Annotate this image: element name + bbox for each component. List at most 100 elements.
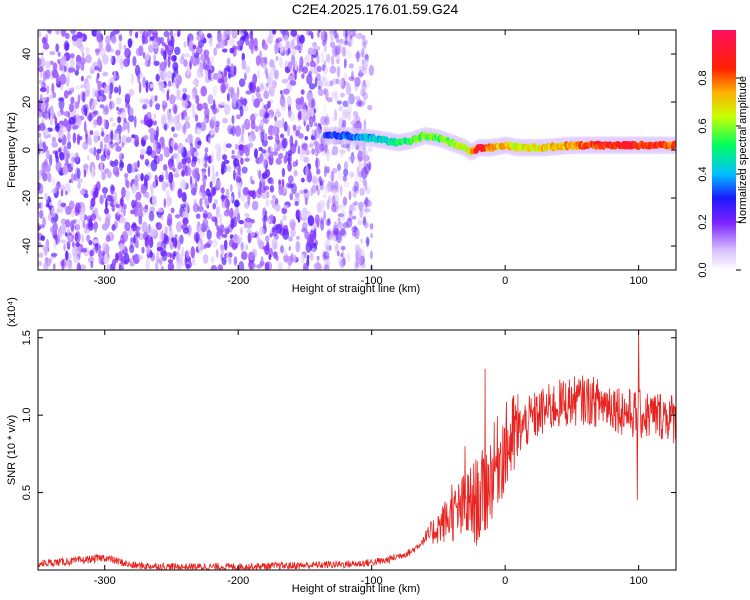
spectrogram-noise-cell: [124, 172, 129, 178]
spectrogram-noise-cell: [311, 184, 317, 194]
spectrogram-noise-cell: [132, 255, 135, 261]
spectrogram-noise-cell: [211, 173, 216, 184]
spectrogram-noise-cell: [182, 88, 188, 93]
spectrogram-noise-cell: [159, 174, 164, 181]
spectrogram-noise-cell: [362, 91, 368, 101]
spectrogram-noise-cell: [324, 239, 331, 250]
spectrogram-noise-cell: [168, 162, 175, 170]
spectrogram-noise-cell: [210, 256, 215, 264]
colorbar-ticks: 0.0 0.2 0.4 0.6 0.8: [697, 70, 741, 278]
spectrogram-noise-cell: [211, 239, 219, 248]
spectrogram-noise-cell: [72, 132, 77, 144]
spectrogram-noise-cell: [273, 142, 278, 149]
spectrogram-noise-cell: [345, 48, 353, 61]
spectrogram-noise-cell: [110, 130, 114, 141]
spectrogram-noise-cell: [74, 69, 79, 76]
x-tick-label: 0: [502, 575, 508, 587]
spectrogram-noise-cell: [250, 232, 256, 237]
spectrogram-noise-cell: [254, 125, 259, 133]
spectrogram-noise-cell: [243, 72, 247, 81]
spectrogram-noise-cell: [339, 38, 346, 43]
spectrogram-noise-cell: [211, 164, 215, 176]
spectrogram-noise-cell: [89, 130, 94, 136]
spectrogram-noise-cell: [181, 192, 187, 203]
spectrogram-noise-cell: [55, 184, 61, 191]
spectrogram-noise-cell: [193, 151, 200, 158]
spectrogram-noise-cell: [287, 161, 292, 172]
spectrogram-noise-cell: [234, 143, 239, 150]
spectrogram-noise-cell: [89, 249, 94, 257]
spectrogram-noise-cell: [281, 137, 288, 149]
spectrogram-noise-cell: [83, 193, 89, 198]
spectrogram-noise-cell: [326, 230, 332, 235]
spectrogram-noise-cell: [244, 65, 251, 74]
spectrogram-noise-cell: [220, 244, 225, 251]
spectrogram-noise-cell: [328, 232, 334, 242]
spectrogram-noise-cell: [50, 252, 58, 257]
spectrogram-noise-cell: [123, 44, 127, 50]
spectrogram-noise-cell: [111, 35, 117, 44]
spectrogram-noise-cell: [70, 96, 75, 105]
spectrogram-noise-cell: [46, 84, 50, 95]
spectrogram-noise-cell: [113, 142, 120, 147]
spectrogram-noise-cell: [338, 117, 345, 130]
spectrogram-noise-cell: [343, 72, 348, 80]
spectrogram-noise-cell: [140, 185, 147, 194]
spectrogram-noise-cell: [272, 251, 278, 256]
colorbar-tick-label: 0.8: [697, 70, 709, 85]
spectrogram-noise-cell: [149, 131, 155, 144]
spectrogram-noise-cell: [171, 237, 175, 243]
spectrogram-noise-cell: [244, 213, 250, 218]
spectrogram-noise-cell: [186, 64, 191, 77]
spectrogram-noise-cell: [49, 51, 56, 56]
spectrogram-noise-cell: [68, 116, 76, 125]
spectrogram-noise-cell: [163, 30, 170, 38]
spectrogram-noise-cell: [278, 186, 284, 196]
spectrogram-noise-cell: [348, 190, 352, 201]
spectrogram-noise-cell: [334, 45, 341, 56]
spectrogram-noise-cell: [333, 181, 340, 192]
spectrogram-noise-cell: [187, 134, 193, 140]
spectrogram-noise-cell: [351, 144, 355, 150]
spectrogram-noise-cell: [119, 198, 123, 205]
spectrogram-noise-cell: [45, 149, 50, 160]
spectrogram-noise-cell: [51, 207, 56, 218]
spectrogram-noise-cell: [92, 239, 99, 244]
spectrogram-noise-cell: [235, 176, 242, 183]
spectrogram-noise-cell: [92, 190, 97, 201]
spectrogram-noise-cell: [129, 107, 134, 116]
spectrogram-noise-cell: [77, 181, 81, 189]
spectrogram-noise-cell: [294, 70, 297, 81]
spectrogram-noise-cell: [307, 172, 313, 183]
spectrogram-noise-cell: [205, 200, 209, 206]
spectrogram-noise-cell: [109, 144, 115, 149]
spectrogram-noise-cell: [258, 170, 262, 180]
spectrogram-noise-cell: [337, 128, 342, 134]
spectrogram-noise-cell: [316, 73, 321, 81]
spectrogram-noise-cell: [195, 213, 201, 219]
spectrogram-noise-cell: [163, 50, 167, 56]
spectrogram-noise-cell: [232, 45, 237, 50]
snr-frame: [37, 329, 677, 571]
spectrogram-noise-cell: [82, 141, 89, 151]
spectrogram-noise-cell: [283, 249, 287, 257]
spectrogram-noise-cell: [55, 124, 60, 131]
spectrogram-noise-cell: [316, 53, 320, 65]
spectrogram-noise-cell: [185, 263, 191, 270]
spectrogram-noise-cell: [274, 69, 279, 80]
spectrogram-noise-cell: [69, 152, 76, 158]
spectrogram-noise-cell: [304, 197, 308, 206]
spectrogram-noise-cell: [172, 133, 178, 138]
spectrogram-noise-cell: [333, 227, 339, 236]
spectrogram-noise-cell: [40, 170, 47, 178]
spectrogram-noise-cell: [163, 146, 171, 158]
spectrogram-noise-cell: [183, 122, 191, 129]
spectrogram-noise-cell: [349, 156, 356, 161]
spectrogram-noise-cell: [63, 90, 69, 99]
spectrogram-noise-cell: [123, 252, 130, 265]
spectrogram-noise-cell: [279, 95, 286, 107]
spectrogram-noise-cell: [347, 111, 352, 121]
spectrogram-noise-cell: [60, 84, 64, 91]
spectrogram-noise-cell: [175, 250, 180, 262]
